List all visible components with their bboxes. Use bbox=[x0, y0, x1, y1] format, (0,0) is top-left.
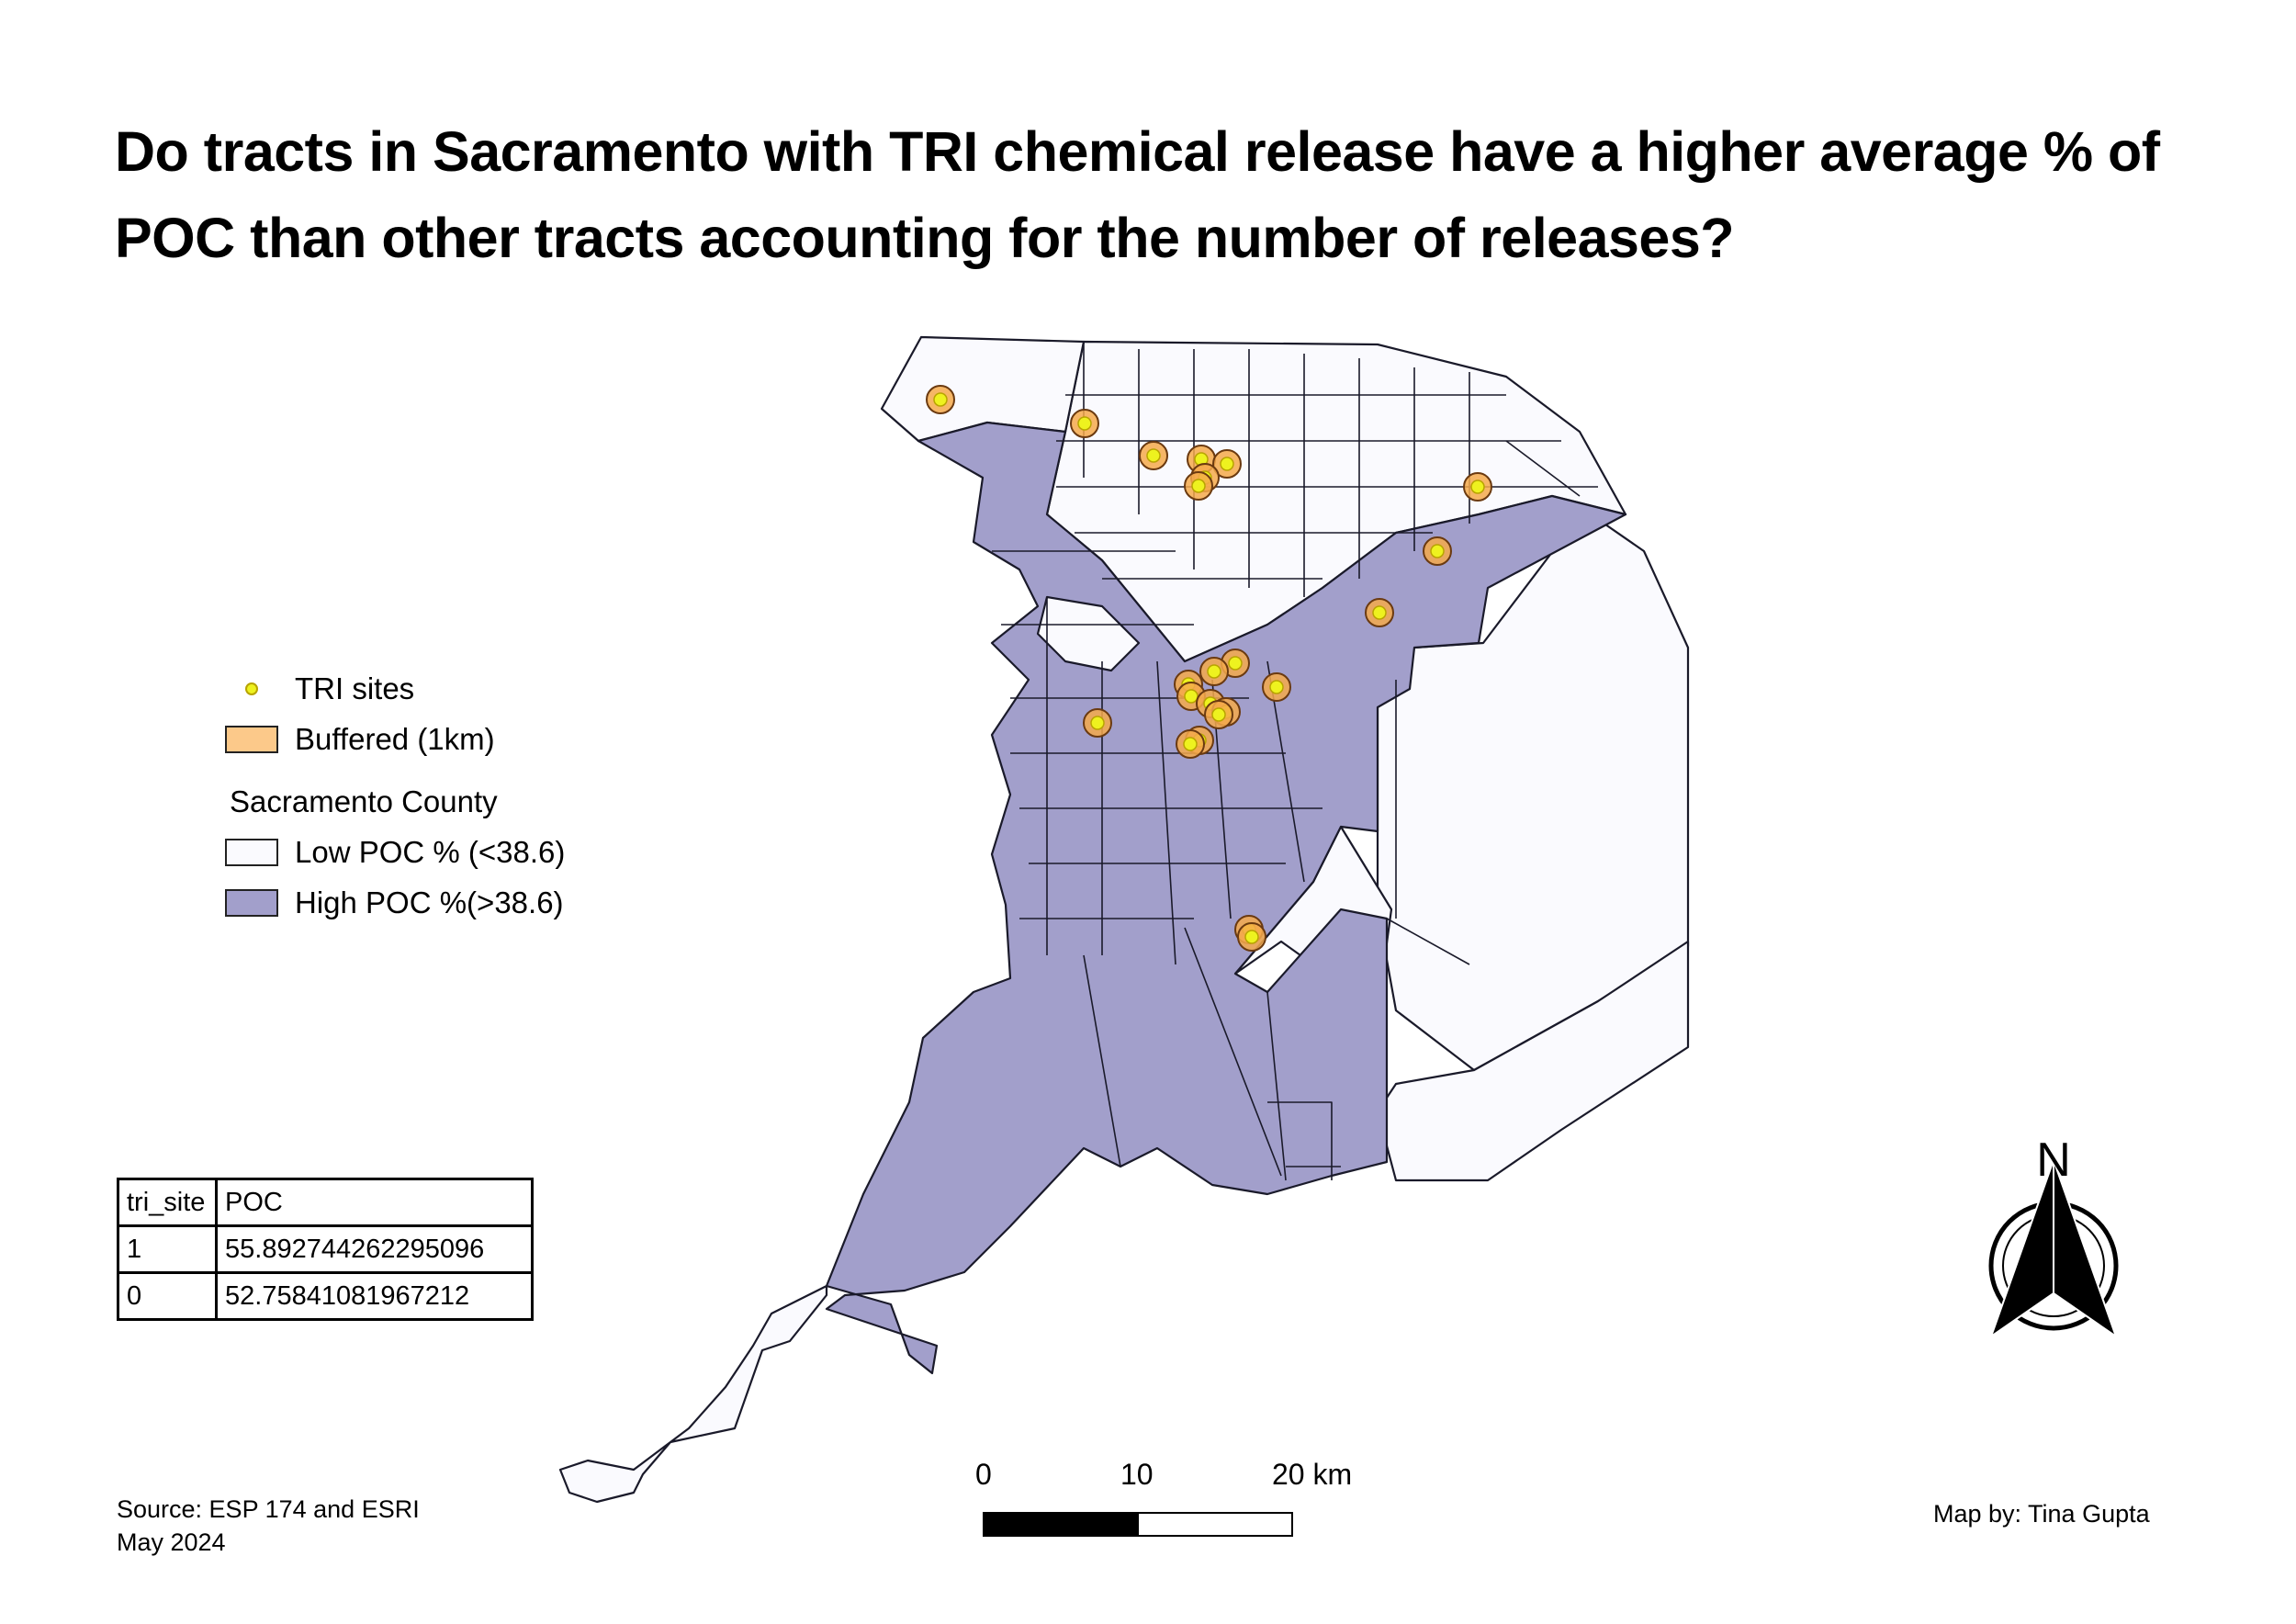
legend-label-low-poc: Low POC % (<38.6) bbox=[295, 835, 566, 869]
table-cell: 0 bbox=[117, 1271, 218, 1321]
table-cell: 55.892744262295096 bbox=[215, 1224, 534, 1274]
map-credit: Map by: Tina Gupta bbox=[1933, 1500, 2150, 1528]
buffer-swatch bbox=[225, 726, 278, 753]
scale-label-0: 0 bbox=[975, 1458, 992, 1491]
legend-item-buffered: Buffered (1km) bbox=[225, 721, 495, 758]
legend-item-low-poc: Low POC % (<38.6) bbox=[225, 834, 565, 871]
source-line: Source: ESP 174 and ESRI bbox=[117, 1495, 420, 1523]
source-note: Source: ESP 174 and ESRI May 2024 bbox=[117, 1493, 420, 1559]
tri-site-point bbox=[1211, 707, 1226, 722]
north-label: N bbox=[2036, 1133, 2071, 1187]
tri-site-point bbox=[1146, 448, 1161, 463]
table-cell: 1 bbox=[117, 1224, 218, 1274]
table-cell: 52.75841081967212 bbox=[215, 1271, 534, 1321]
attribute-table: tri_site POC 1 55.892744262295096 0 52.7… bbox=[117, 1178, 534, 1321]
tri-site-point bbox=[1090, 716, 1105, 730]
tri-site-point bbox=[933, 392, 948, 407]
source-date: May 2024 bbox=[117, 1528, 226, 1556]
tri-site-point bbox=[1269, 680, 1284, 694]
legend-item-high-poc: High POC %(>38.6) bbox=[225, 885, 564, 921]
scale-label-20: 20 km bbox=[1272, 1458, 1353, 1491]
tri-sites-layer bbox=[926, 385, 1492, 952]
tract-east-low-2 bbox=[1376, 940, 1690, 1182]
low-poc-swatch bbox=[225, 839, 278, 866]
tri-site-icon bbox=[245, 682, 258, 695]
tri-site-point bbox=[1183, 737, 1198, 751]
table-row: 1 55.892744262295096 bbox=[117, 1224, 534, 1274]
table-header: POC bbox=[215, 1178, 534, 1227]
tri-site-point bbox=[1244, 930, 1259, 944]
tri-site-point bbox=[1191, 479, 1206, 493]
tri-site-point bbox=[1184, 689, 1199, 704]
legend-group-title: Sacramento County bbox=[230, 784, 498, 818]
high-poc-swatch bbox=[225, 889, 278, 917]
legend-label-tri-sites: TRI sites bbox=[295, 671, 415, 705]
tract-delta-low bbox=[558, 1284, 828, 1504]
legend-label-buffered: Buffered (1km) bbox=[295, 722, 495, 756]
legend-item-tri-sites: TRI sites bbox=[225, 671, 414, 707]
map-title: Do tracts in Sacramento with TRI chemica… bbox=[115, 120, 2160, 269]
table-header: tri_site bbox=[117, 1178, 218, 1227]
tri-site-point bbox=[1430, 544, 1445, 558]
tri-site-point bbox=[1207, 664, 1221, 679]
legend-label-high-poc: High POC %(>38.6) bbox=[295, 885, 564, 919]
county-map bbox=[558, 335, 1690, 1504]
tri-site-point bbox=[1372, 605, 1387, 620]
north-arrow-icon bbox=[1988, 1157, 2119, 1339]
tri-site-point bbox=[1077, 416, 1092, 431]
scale-label-10: 10 bbox=[1120, 1458, 1154, 1491]
table-header-row: tri_site POC bbox=[117, 1178, 534, 1227]
tract-central-low bbox=[1036, 595, 1141, 672]
scale-bar bbox=[983, 1512, 1293, 1537]
tri-site-point bbox=[1470, 479, 1485, 494]
tri-site-point bbox=[1220, 457, 1234, 471]
tri-site-point bbox=[1228, 656, 1243, 671]
table-row: 0 52.75841081967212 bbox=[117, 1271, 534, 1321]
